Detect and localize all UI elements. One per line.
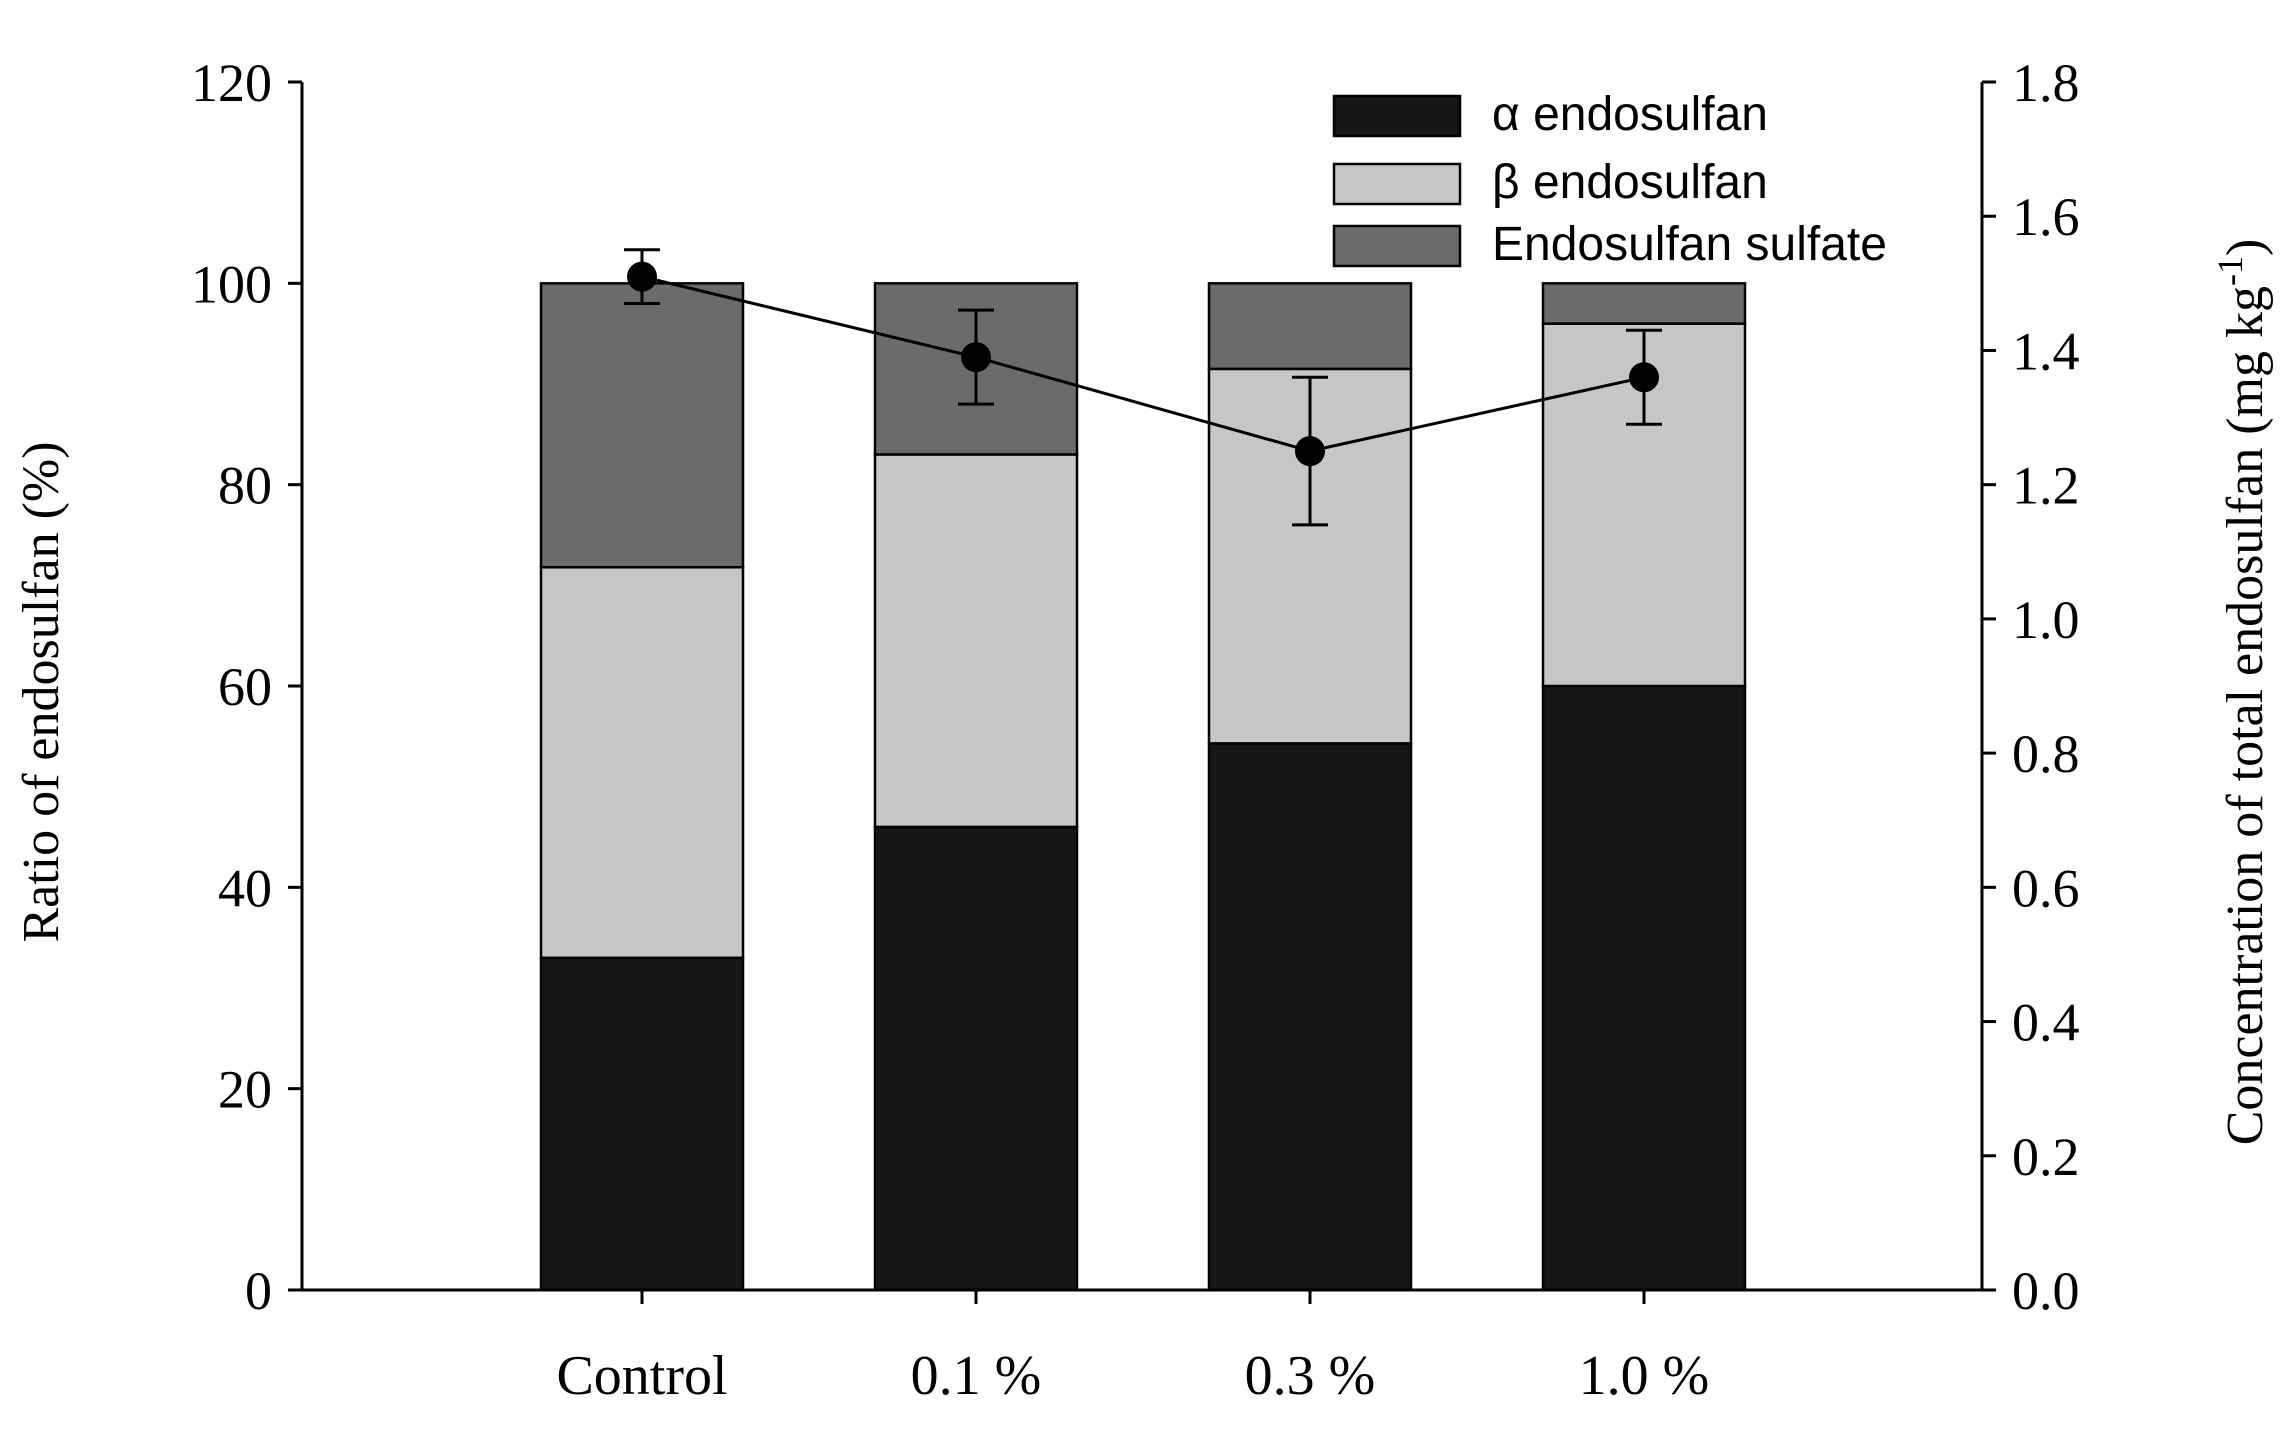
line-series-layer	[624, 248, 1662, 527]
y2-axis-label: Concentration of total endosulfan (mg kg…	[2210, 239, 2274, 1146]
x-tick-label: Control	[556, 1345, 727, 1407]
bar-alpha-0	[539, 956, 745, 1292]
bar-beta-1	[873, 453, 1079, 829]
y2-axis-label-main: Concentration of total endosulfan (mg kg	[2217, 286, 2274, 1145]
x-tick-label: 0.3 %	[1245, 1345, 1376, 1407]
x-axis-ticks: Control 0.1 % 0.3 % 1.0 %	[556, 1290, 1709, 1407]
left-tick-label: 60	[218, 657, 272, 717]
legend: α endosulfan β endosulfan Endosulfan sulfa…	[1332, 88, 1887, 271]
right-axis-ticks: 0.0 0.2 0.4 0.6 0.8 1.0 1.2 1.4 1.6 1.8	[1982, 53, 2080, 1321]
legend-swatch	[1332, 224, 1462, 268]
legend-label: α endosulfan	[1492, 88, 1768, 141]
line-point	[961, 342, 991, 373]
line-point	[1629, 362, 1659, 393]
bar-alpha-2	[1207, 742, 1413, 1292]
right-tick-label: 1.8	[2012, 53, 2080, 113]
left-tick-label: 100	[191, 254, 272, 314]
total-concentration-line	[641, 275, 1645, 453]
y2-axis-label-superscript: -1	[2210, 256, 2250, 286]
left-tick-label: 120	[191, 53, 272, 113]
line-point	[1295, 436, 1325, 467]
right-tick-label: 1.0	[2012, 590, 2080, 650]
legend-label: β endosulfan	[1492, 156, 1768, 209]
right-tick-label: 1.4	[2012, 321, 2080, 381]
right-tick-label: 0.2	[2012, 1127, 2080, 1187]
bars-layer	[539, 282, 1747, 1292]
legend-label: Endosulfan sulfate	[1492, 218, 1887, 271]
x-tick-label: 0.1 %	[911, 1345, 1042, 1407]
left-tick-label: 0	[245, 1261, 272, 1321]
bar-sulfate-0	[539, 282, 745, 569]
line-point	[627, 261, 657, 292]
right-tick-label: 1.2	[2012, 456, 2080, 516]
y2-axis-label-end: )	[2217, 239, 2274, 256]
bar-sulfate-2	[1207, 282, 1413, 371]
right-tick-label: 0.6	[2012, 858, 2080, 918]
right-tick-label: 0.0	[2012, 1261, 2080, 1321]
bar-sulfate-3	[1541, 282, 1747, 325]
bar-alpha-1	[873, 825, 1079, 1292]
left-axis-ticks: 0 20 40 60 80 100 120	[191, 53, 302, 1321]
legend-swatch	[1332, 162, 1462, 206]
x-tick-label: 1.0 %	[1579, 1345, 1710, 1407]
right-tick-label: 0.8	[2012, 724, 2080, 784]
right-tick-label: 0.4	[2012, 993, 2080, 1053]
bar-alpha-3	[1541, 684, 1747, 1292]
legend-swatch	[1332, 94, 1462, 138]
left-tick-label: 20	[218, 1060, 272, 1120]
left-tick-label: 40	[218, 858, 272, 918]
left-tick-label: 80	[218, 456, 272, 516]
right-tick-label: 1.6	[2012, 187, 2080, 247]
bar-beta-0	[539, 565, 745, 960]
y-axis-label: Ratio of endosulfan (%)	[13, 441, 70, 942]
